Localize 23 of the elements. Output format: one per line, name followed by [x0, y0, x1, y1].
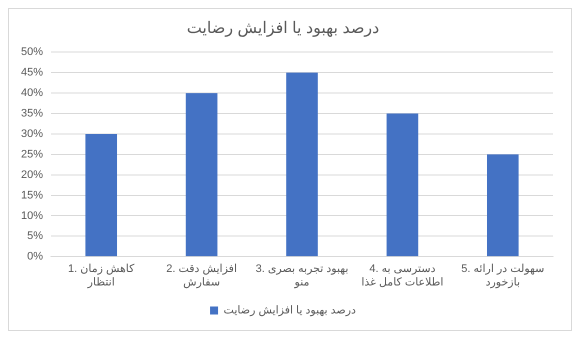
y-tick-label: 20%	[20, 168, 44, 181]
legend-label: درصد بهبود یا افزایش رضایت	[224, 304, 356, 317]
bar	[286, 72, 318, 256]
x-tick-label: 2. افزایش دقت سفارش	[166, 263, 237, 288]
y-tick-label: 15%	[20, 189, 44, 202]
bar	[85, 134, 118, 256]
y-tick-label: 40%	[20, 87, 44, 100]
bar	[186, 93, 218, 256]
y-tick-label: 45%	[20, 66, 44, 79]
y-tick-label: 35%	[20, 108, 44, 120]
x-tick-label: 4. دسترسی به اطلاعات کامل غذا	[361, 263, 444, 288]
x-tick-label: 5. سهولت در ارائه بازخورد	[461, 263, 544, 288]
y-tick-label: 25%	[20, 148, 44, 160]
x-tick-label: 1. کاهش زمان انتظار	[68, 263, 136, 288]
x-tick-label: 3. بهبود تجربه بصری منو	[256, 263, 348, 288]
y-tick-label: 50%	[20, 46, 44, 58]
y-tick-label: 10%	[20, 210, 44, 222]
bar	[486, 154, 519, 256]
y-tick-label: 0%	[27, 250, 44, 263]
bar	[386, 114, 418, 256]
y-tick-label: 30%	[20, 128, 44, 140]
y-tick-label: 5%	[27, 230, 44, 242]
chart-title: درصد بهبود یا افزایش رضایت	[186, 20, 380, 38]
